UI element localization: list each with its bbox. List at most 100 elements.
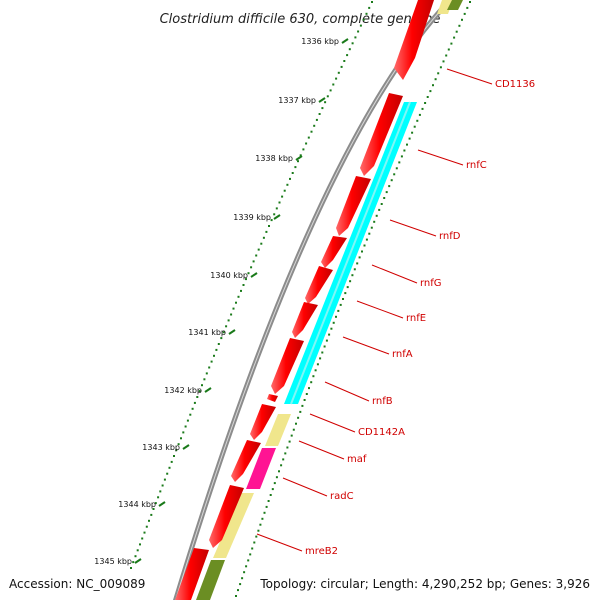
inner-ruler-dot — [458, 24, 461, 27]
inner-ruler-dot — [284, 452, 287, 455]
ruler-dot — [268, 225, 270, 227]
axis-tick-mark — [158, 501, 166, 507]
inner-ruler-dot — [255, 535, 258, 538]
inner-ruler-dot — [243, 571, 246, 574]
inner-ruler-dot — [351, 274, 354, 277]
gene-arrow-mreb2 — [209, 485, 244, 548]
inner-ruler-dot — [253, 541, 256, 544]
ruler-dot — [245, 278, 247, 281]
inner-ruler-dot — [261, 517, 264, 520]
ruler-dot — [242, 284, 245, 286]
inner-ruler-dot — [245, 565, 248, 568]
inner-ruler-dot — [278, 470, 280, 473]
ruler-dot — [273, 213, 276, 216]
inner-ruler-dot — [316, 363, 319, 366]
gene-label: rnfD — [439, 231, 461, 242]
ruler-dot — [278, 201, 281, 204]
backbone-outer-ring — [172, 0, 454, 600]
ruler-dot — [232, 307, 235, 310]
ruler-dot — [348, 48, 351, 51]
inner-ruler-dot — [411, 131, 414, 134]
ruler-dot — [170, 460, 173, 463]
axis-tick-mark — [341, 38, 349, 44]
ruler-dot — [141, 537, 144, 540]
axis-tick-label: 1337 kbp — [278, 96, 316, 105]
inner-ruler-dot — [280, 464, 283, 467]
ruler-dot — [159, 490, 162, 493]
ruler-dot — [291, 172, 294, 174]
inner-ruler-dot — [282, 458, 285, 461]
bottom-olive-track — [196, 560, 225, 600]
inner-ruler-dot — [442, 60, 445, 63]
inner-ruler-dot — [292, 428, 295, 431]
gene-label: rnfC — [466, 160, 487, 171]
map-title: Clostridium difficile 630, complete geno… — [160, 12, 441, 27]
ruler-dot — [307, 136, 310, 139]
inner-ruler-dot — [416, 119, 419, 122]
ruler-dot — [205, 372, 208, 375]
inner-ruler-dot — [265, 505, 268, 508]
ruler-dot — [154, 502, 157, 505]
inner-ruler-dot — [421, 107, 424, 110]
inner-ruler-dot — [259, 523, 262, 526]
gene-arrow-cd1136 — [394, 0, 434, 80]
inner-ruler-dot — [450, 42, 453, 45]
inner-ruler-dot — [385, 191, 388, 194]
inner-ruler-dot — [469, 1, 471, 3]
inner-ruler-dot — [383, 197, 386, 199]
inner-ruler-dot — [413, 125, 416, 128]
gene-label: rnfB — [372, 396, 393, 407]
gene-label: rnfA — [392, 349, 413, 360]
gene-arrow-rnfb — [271, 338, 304, 394]
ruler-dot — [262, 236, 265, 239]
ruler-dot — [297, 160, 299, 163]
inner-ruler-dot — [424, 102, 427, 104]
gene-leader-line — [356, 300, 404, 319]
axis-tick-mark — [250, 272, 258, 278]
axis-tick-mark — [228, 329, 236, 335]
ruler-dot — [148, 519, 150, 522]
ruler-dot — [315, 118, 318, 121]
ruler-dot — [343, 60, 346, 62]
ruler-dot — [265, 230, 268, 233]
inner-ruler-dot — [429, 90, 432, 93]
gene-leader-line — [324, 381, 370, 402]
ruler-dot — [294, 166, 297, 169]
inner-ruler-dot — [301, 404, 304, 407]
inner-ruler-dot — [237, 589, 239, 592]
inner-ruler-dot — [337, 309, 340, 312]
ruler-dot — [150, 513, 153, 516]
inner-ruler-dot — [403, 149, 406, 152]
ruler-dot — [335, 77, 338, 80]
inner-ruler-dot — [378, 208, 381, 211]
gene-label: radC — [330, 491, 354, 502]
gene-labels: CD1136 rnfC rnfD rnfG rnfE rnfA rnfB CD1142A maf… — [256, 68, 535, 557]
inner-ruler-dot — [275, 476, 278, 479]
inner-ruler-dot — [335, 315, 337, 318]
gene-label: CD1142A — [358, 427, 405, 438]
ruler-dot — [351, 42, 354, 45]
inner-ruler-dot — [299, 410, 302, 413]
ruler-dot — [270, 219, 273, 222]
inner-ruler-dot — [418, 113, 421, 116]
gene-label: rnfG — [420, 278, 442, 289]
ruler-dot — [230, 313, 233, 316]
gene-label: rnfE — [406, 313, 426, 324]
top-olive-track — [447, 0, 463, 10]
inner-ruler-dot — [249, 553, 252, 556]
ruler-dot — [329, 89, 332, 92]
axis-tick-label: 1345 kbp — [94, 557, 132, 566]
ruler-dot — [368, 6, 371, 9]
ruler-dot — [175, 449, 178, 452]
ruler-dot — [152, 508, 155, 510]
inner-ruler-dot — [239, 583, 242, 586]
inner-ruler-dot — [339, 303, 342, 306]
inner-ruler-dot — [453, 36, 456, 39]
ruler-dot — [257, 248, 260, 251]
gene-label: mreB2 — [305, 546, 338, 557]
inner-ruler-dot — [290, 434, 293, 437]
ruler-dot — [180, 437, 182, 440]
inner-ruler-dot — [398, 161, 401, 164]
ruler-dot — [260, 242, 263, 245]
inner-ruler-dot — [235, 595, 237, 597]
